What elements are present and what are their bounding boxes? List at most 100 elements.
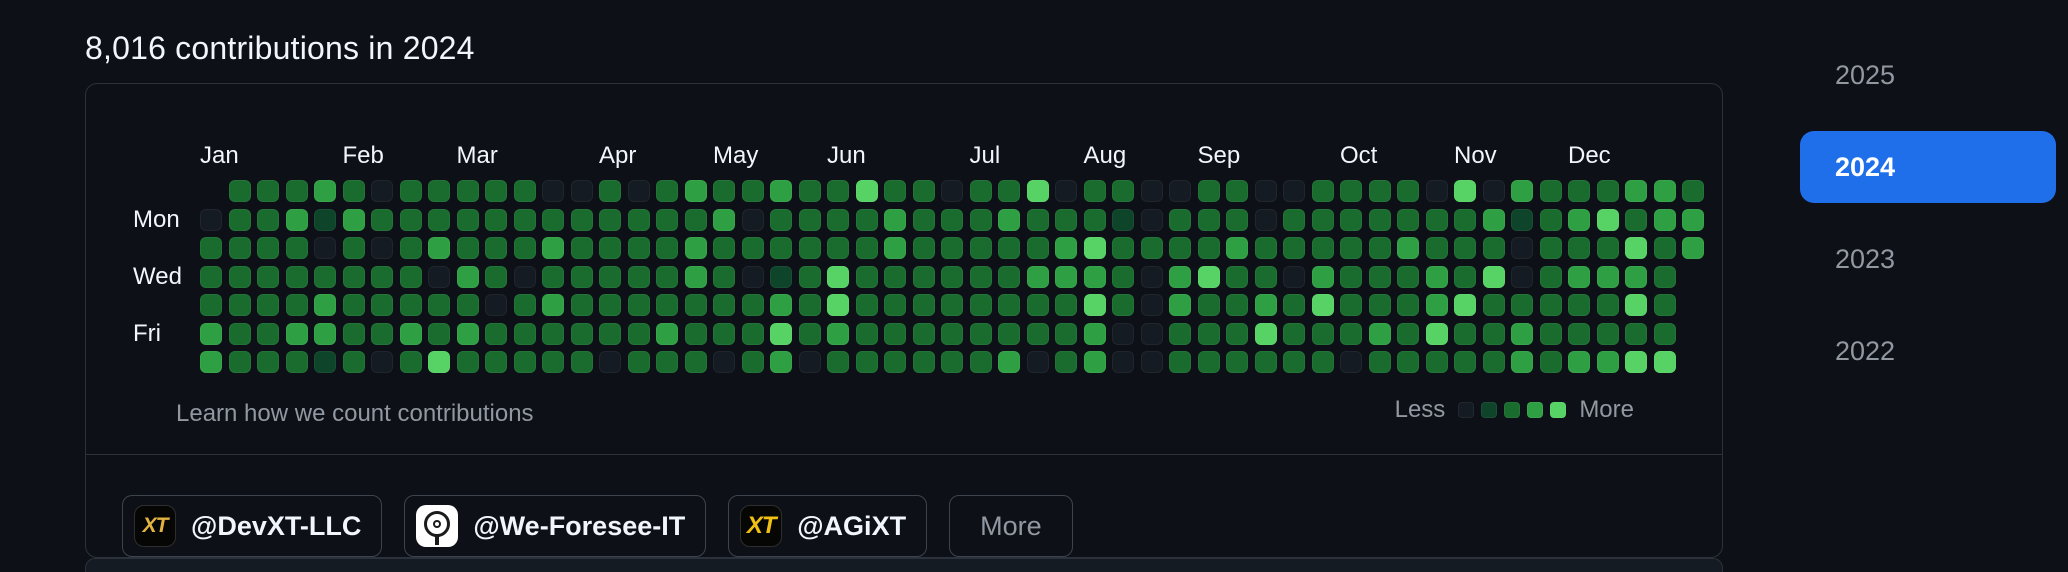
contribution-cell[interactable] <box>941 265 963 288</box>
contribution-cell[interactable] <box>399 208 422 231</box>
contribution-cell[interactable] <box>713 180 735 202</box>
contribution-cell[interactable] <box>1083 322 1106 345</box>
contribution-cell[interactable] <box>257 322 279 345</box>
org-filter-button[interactable]: XT @DevXT-LLC <box>122 495 383 557</box>
contribution-cell[interactable] <box>1397 208 1419 231</box>
contribution-cell[interactable] <box>1083 351 1106 373</box>
contribution-cell[interactable] <box>200 208 222 231</box>
contribution-cell[interactable] <box>1226 208 1248 231</box>
contribution-cell[interactable] <box>1340 180 1362 202</box>
contribution-cell[interactable] <box>1397 180 1419 202</box>
contribution-cell[interactable] <box>1197 351 1220 373</box>
contribution-cell[interactable] <box>912 208 935 231</box>
contribution-cell[interactable] <box>770 351 792 373</box>
contribution-cell[interactable] <box>1197 322 1220 345</box>
contribution-cell[interactable] <box>1539 351 1562 373</box>
contribution-cell[interactable] <box>1682 208 1704 231</box>
contribution-cell[interactable] <box>542 237 564 259</box>
contribution-cell[interactable] <box>285 180 308 202</box>
contribution-cell[interactable] <box>798 322 821 345</box>
contribution-cell[interactable] <box>1055 322 1077 345</box>
contribution-cell[interactable] <box>627 294 650 316</box>
contribution-cell[interactable] <box>228 351 251 373</box>
contribution-cell[interactable] <box>998 208 1020 231</box>
contribution-cell[interactable] <box>770 208 792 231</box>
contribution-cell[interactable] <box>599 237 621 259</box>
contribution-cell[interactable] <box>627 322 650 345</box>
contribution-cell[interactable] <box>1539 180 1562 202</box>
contribution-cell[interactable] <box>1140 265 1163 288</box>
contribution-cell[interactable] <box>912 351 935 373</box>
contribution-cell[interactable] <box>257 180 279 202</box>
contribution-cell[interactable] <box>941 322 963 345</box>
contribution-cell[interactable] <box>1454 322 1476 345</box>
contribution-cell[interactable] <box>1254 351 1277 373</box>
contribution-cell[interactable] <box>1539 294 1562 316</box>
contribution-cell[interactable] <box>1169 351 1191 373</box>
contribution-cell[interactable] <box>371 237 393 259</box>
contribution-cell[interactable] <box>570 180 593 202</box>
contribution-cell[interactable] <box>1596 208 1619 231</box>
contribution-cell[interactable] <box>599 265 621 288</box>
contribution-cell[interactable] <box>855 180 878 202</box>
contribution-cell[interactable] <box>1368 237 1391 259</box>
contribution-cell[interactable] <box>1112 322 1134 345</box>
contribution-cell[interactable] <box>798 265 821 288</box>
contribution-cell[interactable] <box>1625 322 1647 345</box>
contribution-cell[interactable] <box>1653 351 1676 373</box>
year-item-2022[interactable]: 2022 <box>1835 335 1896 366</box>
contribution-cell[interactable] <box>456 180 479 202</box>
contribution-cell[interactable] <box>513 294 536 316</box>
contribution-cell[interactable] <box>713 237 735 259</box>
contribution-cell[interactable] <box>827 322 849 345</box>
contribution-cell[interactable] <box>570 322 593 345</box>
contribution-cell[interactable] <box>884 294 906 316</box>
contribution-cell[interactable] <box>1340 294 1362 316</box>
contribution-cell[interactable] <box>1055 180 1077 202</box>
contribution-cell[interactable] <box>627 351 650 373</box>
contribution-cell[interactable] <box>1568 294 1590 316</box>
contribution-cell[interactable] <box>1311 322 1334 345</box>
contribution-cell[interactable] <box>1682 237 1704 259</box>
contribution-cell[interactable] <box>200 294 222 316</box>
contribution-cell[interactable] <box>456 208 479 231</box>
contribution-cell[interactable] <box>228 322 251 345</box>
contribution-cell[interactable] <box>314 237 336 259</box>
contribution-cell[interactable] <box>741 322 764 345</box>
contribution-cell[interactable] <box>684 351 707 373</box>
contribution-cell[interactable] <box>1169 180 1191 202</box>
contribution-cell[interactable] <box>684 180 707 202</box>
contribution-cell[interactable] <box>314 322 336 345</box>
contribution-cell[interactable] <box>1340 237 1362 259</box>
contribution-cell[interactable] <box>1625 180 1647 202</box>
contribution-cell[interactable] <box>798 351 821 373</box>
contribution-cell[interactable] <box>371 294 393 316</box>
contribution-cell[interactable] <box>998 351 1020 373</box>
contribution-cell[interactable] <box>998 294 1020 316</box>
contribution-cell[interactable] <box>969 208 992 231</box>
contribution-cell[interactable] <box>1254 237 1277 259</box>
contribution-cell[interactable] <box>1169 237 1191 259</box>
contribution-cell[interactable] <box>1254 294 1277 316</box>
contribution-cell[interactable] <box>1169 208 1191 231</box>
contribution-cell[interactable] <box>513 351 536 373</box>
contribution-cell[interactable] <box>627 237 650 259</box>
contribution-cell[interactable] <box>1169 294 1191 316</box>
contribution-cell[interactable] <box>1026 351 1049 373</box>
contribution-cell[interactable] <box>1425 208 1448 231</box>
contribution-cell[interactable] <box>1511 265 1533 288</box>
contribution-cell[interactable] <box>1226 180 1248 202</box>
contribution-cell[interactable] <box>1055 351 1077 373</box>
contribution-cell[interactable] <box>855 322 878 345</box>
contribution-cell[interactable] <box>1026 208 1049 231</box>
contribution-cell[interactable] <box>713 294 735 316</box>
contribution-cell[interactable] <box>371 351 393 373</box>
contribution-cell[interactable] <box>1596 180 1619 202</box>
contribution-cell[interactable] <box>1482 294 1505 316</box>
contribution-cell[interactable] <box>1311 265 1334 288</box>
contribution-cell[interactable] <box>200 351 222 373</box>
contribution-cell[interactable] <box>542 265 564 288</box>
contribution-cell[interactable] <box>1083 208 1106 231</box>
contribution-cell[interactable] <box>513 180 536 202</box>
contribution-cell[interactable] <box>1425 294 1448 316</box>
